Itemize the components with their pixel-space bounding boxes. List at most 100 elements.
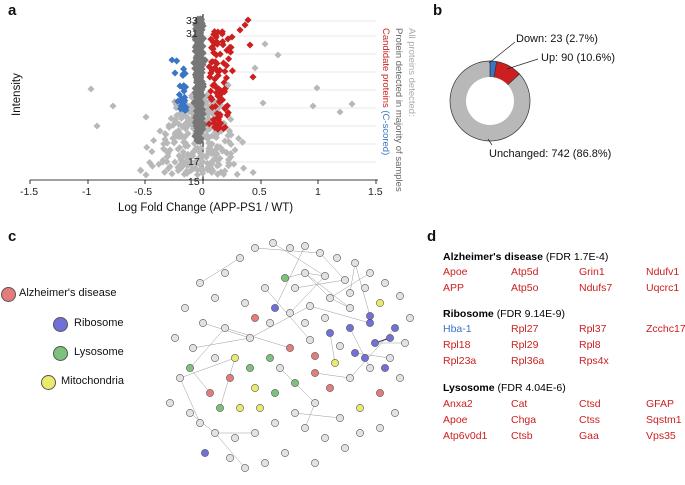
network-node: [291, 409, 299, 417]
network-edge: [304, 272, 351, 309]
donut-label-up: Up: 90 (10.6%): [541, 52, 615, 64]
volcano-point: [199, 42, 207, 50]
legend-label-alzheimers: Alzheimer's disease: [19, 287, 117, 299]
volcano-point: [259, 99, 267, 107]
gene-name: Ctsd: [579, 398, 601, 410]
network-node: [321, 272, 329, 280]
network-node: [341, 444, 349, 452]
network-edge: [304, 272, 331, 299]
volcano-point: [241, 21, 249, 29]
network-node: [271, 389, 279, 397]
gene-name: Rpl37: [579, 323, 607, 335]
network-edge: [219, 357, 236, 409]
network-node: [196, 279, 204, 287]
legend-majority: Protein detected in majority of samples: [393, 28, 404, 192]
network-node: [291, 379, 299, 387]
network-node: [301, 424, 309, 432]
volcano-point: [181, 69, 189, 78]
x-tick-label: -1.5: [20, 186, 39, 198]
volcano-point: [246, 41, 254, 49]
network-node: [406, 314, 414, 322]
volcano-point: [160, 145, 168, 153]
volcano-point: [220, 170, 228, 178]
volcano-point: [194, 86, 202, 94]
volcano-point: [166, 146, 174, 154]
network-node: [346, 324, 354, 332]
volcano-point: [221, 88, 229, 96]
volcano-point: [193, 171, 201, 179]
volcano-point: [217, 119, 225, 127]
volcano-point: [201, 56, 209, 64]
volcano-point: [227, 115, 235, 123]
volcano-point: [227, 140, 235, 148]
network-node: [251, 314, 259, 322]
volcano-point: [179, 148, 187, 156]
volcano-point: [171, 69, 179, 77]
volcano-point: [208, 140, 216, 148]
gene-name: Chga: [511, 414, 537, 426]
network-edge: [309, 305, 371, 324]
gene-name: Vps35: [646, 430, 676, 442]
x-tick-label: -0.5: [134, 186, 153, 198]
volcano-point: [208, 66, 216, 74]
volcano-point: [197, 74, 205, 82]
volcano-point: [142, 171, 150, 179]
gene-name: Apoe: [443, 266, 468, 278]
volcano-point: [207, 35, 215, 43]
section-title-lysosome: Lysosome (FDR 4.04E-6): [443, 382, 566, 394]
donut-label-down: Down: 23 (2.7%): [516, 33, 598, 45]
panel-letter-c: c: [8, 228, 17, 245]
network-node: [261, 284, 269, 292]
network-node: [206, 389, 214, 397]
volcano-point: [227, 153, 235, 161]
volcano-point: [215, 86, 223, 94]
network-node: [376, 424, 384, 432]
volcano-point: [163, 139, 171, 147]
network-edge: [319, 252, 346, 281]
volcano-point: [93, 122, 101, 130]
legend-label-ribosome: Ribosome: [74, 317, 124, 329]
volcano-point: [212, 133, 220, 142]
gene-name: Sqstm1: [646, 414, 682, 426]
x-tick-label: 0: [199, 186, 205, 198]
network-edge: [294, 279, 346, 289]
volcano-plot: [29, 14, 378, 184]
gene-name: Rpl36a: [511, 355, 545, 367]
network-node: [346, 289, 354, 297]
panel-letter-a: a: [8, 2, 17, 19]
volcano-point: [239, 138, 247, 146]
network-node: [261, 459, 269, 467]
volcano-point: [198, 65, 206, 73]
network-node: [326, 294, 334, 302]
gene-name: Ctsb: [511, 430, 533, 442]
x-tick-label: 1: [315, 186, 321, 198]
network-node: [281, 449, 289, 457]
network-node: [306, 302, 314, 310]
network-node: [301, 319, 309, 327]
network-node: [366, 364, 374, 372]
network-node: [376, 389, 384, 397]
network-node: [281, 274, 289, 282]
network-edge: [199, 257, 241, 284]
network-edge: [272, 242, 326, 277]
legend-candidate-prefix: Candidate proteins: [380, 28, 391, 108]
volcano-point: [163, 153, 171, 161]
y-axis-label: Intensity: [11, 73, 23, 116]
network-node: [201, 449, 209, 457]
gene-name: Rpl27: [511, 323, 539, 335]
network-node: [306, 336, 314, 344]
network-node: [366, 319, 374, 327]
network-node: [199, 319, 207, 327]
network-node: [356, 404, 364, 412]
volcano-point: [230, 160, 238, 168]
volcano-point: [244, 16, 252, 24]
volcano-point: [181, 133, 189, 141]
volcano-point: [187, 161, 195, 169]
volcano-point: [192, 164, 200, 172]
volcano-point: [181, 121, 189, 129]
volcano-point: [192, 157, 200, 165]
gene-name: Uqcrc1: [646, 282, 680, 294]
volcano-point: [200, 121, 208, 129]
network-node: [311, 399, 319, 407]
volcano-point: [193, 70, 201, 78]
